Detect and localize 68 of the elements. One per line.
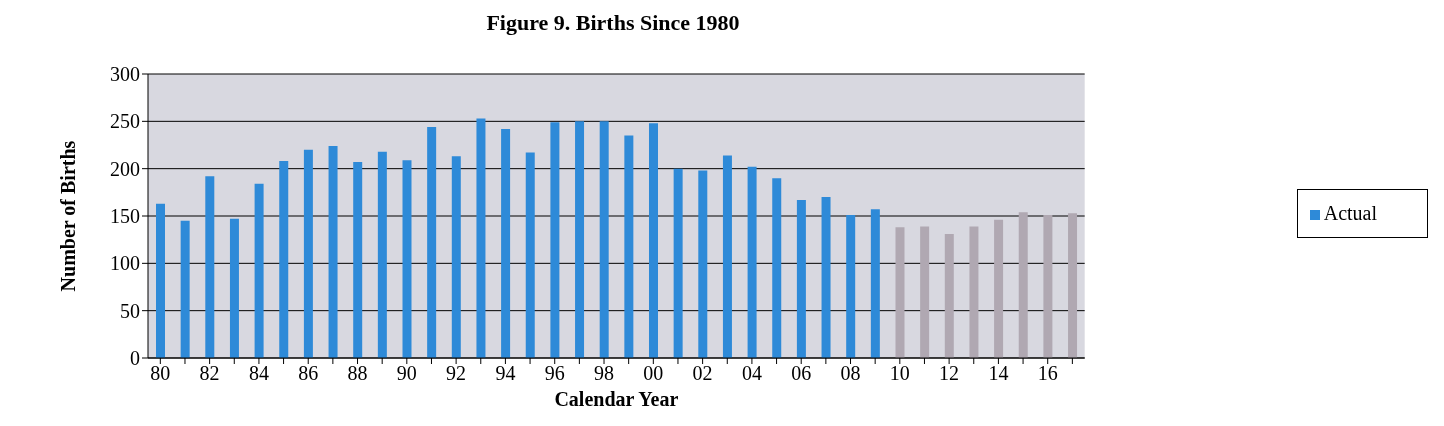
bar — [328, 145, 338, 358]
bar — [796, 199, 806, 358]
legend-label: Actual — [1323, 201, 1377, 224]
x-tick-label: 90 — [396, 362, 417, 385]
x-axis-title: Calendar Year — [554, 388, 679, 410]
x-tick-label: 88 — [347, 362, 368, 385]
bar — [575, 121, 585, 358]
bar — [772, 178, 782, 358]
x-tick-label: 04 — [741, 362, 762, 385]
bar — [698, 170, 708, 358]
x-tick-label: 96 — [544, 362, 565, 385]
y-tick-label: 150 — [110, 205, 140, 228]
bar — [846, 215, 856, 358]
chart-title: Figure 9. Births Since 1980 — [485, 10, 741, 36]
bar — [944, 233, 954, 358]
x-tick-label: 86 — [298, 362, 319, 385]
y-tick-label: 300 — [110, 63, 140, 86]
bar — [648, 123, 658, 358]
bar — [599, 121, 609, 358]
bar — [476, 118, 486, 358]
bar — [747, 166, 757, 358]
bar — [451, 156, 461, 358]
bar — [205, 176, 215, 358]
bar — [920, 226, 930, 358]
x-tick-label: 02 — [692, 362, 713, 385]
y-tick-label: 100 — [110, 252, 140, 275]
bar — [229, 218, 239, 358]
x-tick-label: 82 — [199, 362, 220, 385]
bar — [994, 219, 1004, 358]
x-tick-label: 10 — [889, 362, 910, 385]
y-tick-label: 250 — [110, 110, 140, 133]
bar — [525, 152, 535, 358]
x-tick-label: 06 — [791, 362, 812, 385]
bar — [180, 220, 190, 358]
bar — [156, 203, 165, 358]
bar — [1068, 213, 1078, 358]
y-axis-title: Number of Births — [57, 140, 80, 292]
x-tick-label: 12 — [939, 362, 960, 385]
bar — [673, 168, 683, 358]
bar — [624, 135, 634, 358]
bar — [279, 161, 289, 358]
x-tick-label: 80 — [150, 362, 171, 385]
x-tick-label: 98 — [594, 362, 615, 385]
y-tick-label: 200 — [110, 157, 140, 180]
bar — [969, 226, 979, 358]
bar — [1018, 212, 1028, 358]
bar — [303, 149, 313, 358]
y-tick-label: 0 — [130, 347, 140, 370]
bar — [821, 197, 831, 358]
bar — [550, 122, 560, 358]
bar — [895, 227, 905, 358]
bar — [254, 183, 264, 358]
bar — [1043, 215, 1053, 358]
bar — [402, 160, 412, 358]
x-tick-label: 14 — [988, 362, 1009, 385]
bar — [501, 128, 511, 358]
x-tick-label: 16 — [1037, 362, 1058, 385]
y-tick-label: 50 — [120, 299, 140, 322]
x-tick-label: 00 — [643, 362, 664, 385]
bar — [427, 127, 437, 358]
x-tick-label: 94 — [495, 362, 516, 385]
bar — [722, 155, 732, 358]
x-tick-label: 08 — [840, 362, 861, 385]
bar — [377, 151, 387, 358]
bar — [870, 209, 880, 358]
bar — [353, 162, 363, 358]
x-tick-label: 84 — [248, 362, 269, 385]
x-tick-label: 92 — [446, 362, 467, 385]
